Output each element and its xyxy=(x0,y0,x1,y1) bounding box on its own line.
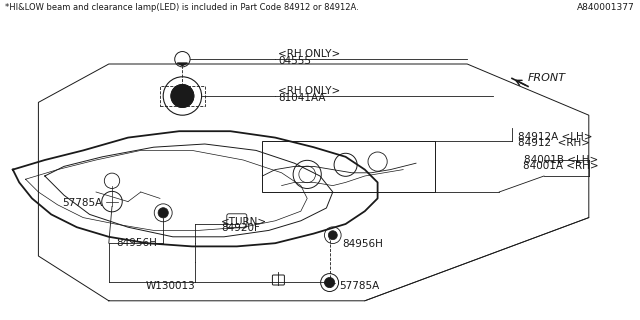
Polygon shape xyxy=(177,63,188,66)
Text: 84956H: 84956H xyxy=(116,238,157,248)
Text: W130013: W130013 xyxy=(145,281,195,292)
Circle shape xyxy=(324,277,335,288)
Text: *HI&LOW beam and clearance lamp(LED) is included in Part Code 84912 or 84912A.: *HI&LOW beam and clearance lamp(LED) is … xyxy=(5,4,359,12)
Text: <TURN>: <TURN> xyxy=(221,217,267,228)
Text: 84912  <RH>: 84912 <RH> xyxy=(518,138,591,148)
FancyBboxPatch shape xyxy=(273,275,284,285)
Text: 84956H: 84956H xyxy=(342,239,383,249)
Text: 84912A <LH>: 84912A <LH> xyxy=(518,132,593,142)
Text: 84001A <RH>: 84001A <RH> xyxy=(523,161,598,172)
Text: 57785A: 57785A xyxy=(339,281,380,292)
Text: 84001B <LH>: 84001B <LH> xyxy=(524,155,598,165)
Bar xyxy=(160,86,205,106)
Circle shape xyxy=(171,84,194,108)
FancyBboxPatch shape xyxy=(227,214,247,228)
Text: <RH ONLY>: <RH ONLY> xyxy=(278,86,340,96)
Text: 57785A: 57785A xyxy=(62,198,102,208)
Text: 81041AA: 81041AA xyxy=(278,92,326,103)
Text: A840001377: A840001377 xyxy=(577,4,635,12)
Bar xyxy=(262,141,435,192)
Text: 84920F: 84920F xyxy=(221,223,260,234)
Text: 04555: 04555 xyxy=(278,56,312,66)
Circle shape xyxy=(158,208,168,218)
Circle shape xyxy=(328,231,337,240)
Text: FRONT: FRONT xyxy=(528,73,566,84)
Text: <RH ONLY>: <RH ONLY> xyxy=(278,49,340,59)
